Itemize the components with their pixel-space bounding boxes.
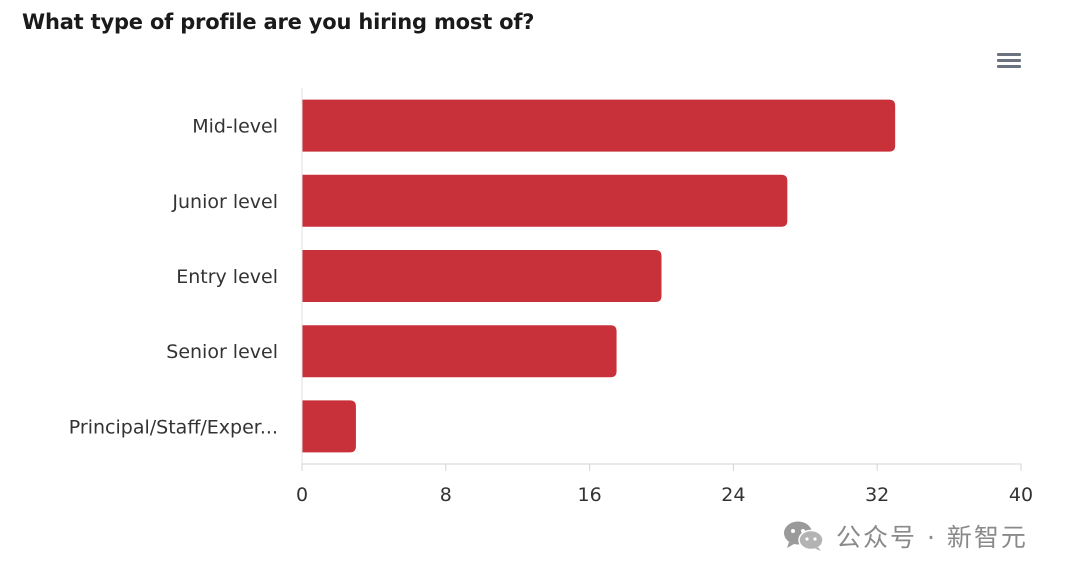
bars-layer — [302, 99, 896, 453]
x-axis: 0 8 16 24 32 40 — [296, 88, 1033, 506]
category-labels: Mid-level Junior level Entry level Senior l… — [69, 116, 278, 439]
x-tick-label: 40 — [1009, 484, 1033, 506]
chart-title: What type of profile are you hiring most… — [22, 10, 535, 34]
wechat-icon — [784, 521, 824, 551]
bar[interactable] — [302, 400, 356, 453]
bar[interactable] — [302, 250, 662, 302]
bar[interactable] — [302, 325, 617, 378]
watermark-text: 公众号 · 新智元 — [836, 523, 1028, 552]
bar[interactable] — [302, 99, 896, 152]
x-tick-label: 24 — [721, 484, 745, 506]
x-tick-label: 8 — [440, 484, 452, 506]
category-label: Mid-level — [192, 116, 278, 138]
x-tick-label: 0 — [296, 484, 308, 506]
category-label: Entry level — [176, 266, 278, 288]
bar[interactable] — [302, 174, 788, 227]
category-label: Junior level — [171, 191, 278, 213]
category-label: Senior level — [166, 341, 278, 363]
x-tick-label: 32 — [865, 484, 889, 506]
category-label: Principal/Staff/Exper... — [69, 416, 278, 438]
chart-menu-button[interactable] — [990, 46, 1028, 74]
watermark: 公众号 · 新智元 — [782, 516, 1028, 556]
x-tick-label: 16 — [578, 484, 602, 506]
